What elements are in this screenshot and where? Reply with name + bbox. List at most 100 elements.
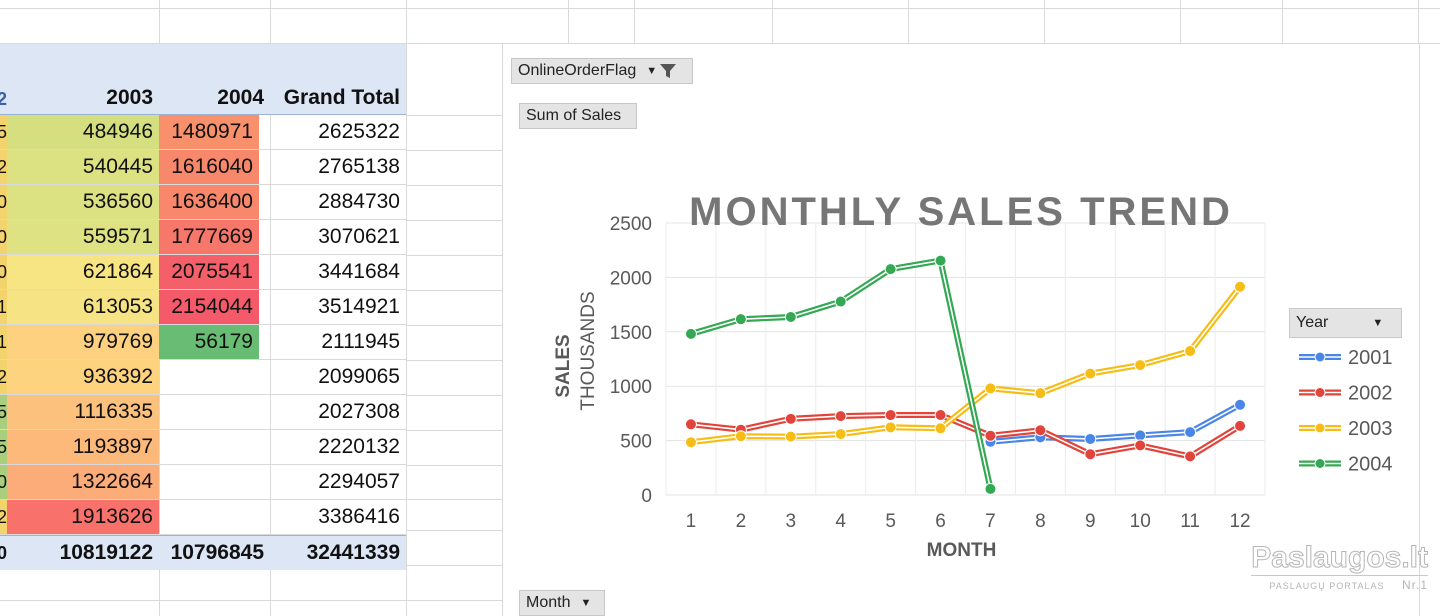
data-point[interactable] bbox=[784, 311, 797, 324]
data-point[interactable] bbox=[684, 418, 697, 431]
legend-field-button[interactable]: Year ▼ bbox=[1289, 308, 1402, 338]
data-point[interactable] bbox=[934, 422, 947, 435]
pivot-cut-cell[interactable]: 0 bbox=[0, 255, 7, 289]
pivot-cell-2003[interactable]: 536560 bbox=[7, 185, 159, 219]
pivot-cell-2003[interactable]: 484946 bbox=[7, 115, 159, 149]
pivot-cell-grand-total[interactable]: 2099065 bbox=[318, 365, 400, 388]
pivot-cell-2003[interactable]: 979769 bbox=[7, 325, 159, 359]
data-point[interactable] bbox=[1234, 280, 1247, 293]
data-point[interactable] bbox=[784, 412, 797, 425]
series-2003[interactable] bbox=[684, 280, 1247, 449]
pivot-cut-cell[interactable]: 5 bbox=[0, 430, 7, 464]
data-point[interactable] bbox=[784, 430, 797, 443]
data-point[interactable] bbox=[1184, 345, 1197, 358]
value-field-button[interactable]: Sum of Sales bbox=[519, 103, 637, 129]
series-2002[interactable] bbox=[684, 409, 1247, 463]
pivot-cut-cell[interactable]: 0 bbox=[0, 185, 7, 219]
legend-entry-2003[interactable]: 2003 bbox=[1299, 418, 1393, 440]
grand-total-cut-cell[interactable]: 0 bbox=[0, 542, 7, 563]
data-point[interactable] bbox=[1034, 424, 1047, 437]
pivot-cut-cell[interactable]: 1 bbox=[0, 290, 7, 324]
pivot-cell-grand-total[interactable]: 2111945 bbox=[321, 330, 400, 353]
pivot-cell-2004[interactable]: 1480971 bbox=[159, 115, 259, 149]
data-point[interactable] bbox=[834, 428, 847, 441]
pivot-cell-2004[interactable] bbox=[159, 360, 270, 394]
filter-field-button[interactable]: OnlineOrderFlag ▼ bbox=[511, 58, 693, 84]
data-point[interactable] bbox=[1084, 432, 1097, 445]
pivot-cut-cell[interactable]: 2 bbox=[0, 150, 7, 184]
pivot-cell-2004[interactable] bbox=[159, 465, 270, 499]
data-point[interactable] bbox=[984, 429, 997, 442]
legend-entry-2001[interactable]: 2001 bbox=[1299, 347, 1393, 369]
data-point[interactable] bbox=[884, 409, 897, 422]
grand-total-value[interactable]: 32441339 bbox=[306, 541, 400, 564]
data-point[interactable] bbox=[1184, 426, 1197, 439]
pivot-header-grand-total[interactable]: Grand Total bbox=[283, 86, 400, 109]
data-point[interactable] bbox=[934, 409, 947, 422]
axis-field-button[interactable]: Month ▼ bbox=[519, 590, 605, 616]
data-point[interactable] bbox=[734, 430, 747, 443]
pivot-cell-2004[interactable] bbox=[159, 395, 270, 429]
data-point[interactable] bbox=[1134, 359, 1147, 372]
pivot-cell-grand-total[interactable]: 2294057 bbox=[318, 470, 400, 493]
pivot-cell-2004[interactable]: 1777669 bbox=[159, 220, 259, 254]
pivot-cell-2004[interactable]: 1616040 bbox=[159, 150, 259, 184]
data-point[interactable] bbox=[1234, 398, 1247, 411]
pivot-cell-2003[interactable]: 621864 bbox=[7, 255, 159, 289]
pivot-cell-grand-total[interactable]: 2027308 bbox=[318, 400, 400, 423]
data-point[interactable] bbox=[1134, 429, 1147, 442]
grand-total-2003[interactable]: 10819122 bbox=[59, 541, 153, 564]
legend-entry-2004[interactable]: 2004 bbox=[1299, 454, 1393, 476]
pivot-cell-grand-total[interactable]: 2765138 bbox=[318, 155, 400, 178]
pivot-header-cut-cell[interactable]: 2 bbox=[0, 89, 7, 109]
data-point[interactable] bbox=[884, 421, 897, 434]
data-point[interactable] bbox=[834, 295, 847, 308]
pivot-cut-cell[interactable]: 2 bbox=[0, 500, 7, 534]
pivot-cell-grand-total[interactable]: 3070621 bbox=[318, 225, 400, 248]
pivot-cut-cell[interactable]: 1 bbox=[0, 325, 7, 359]
pivot-chart[interactable]: 0 500 1000 1500 2000 2500 1 2 3 4 5 6 7 8 9 10 11 12 MONTH… bbox=[502, 44, 1420, 616]
pivot-cell-2003[interactable]: 1116335 bbox=[7, 395, 159, 429]
data-point[interactable] bbox=[1084, 448, 1097, 461]
pivot-cell-grand-total[interactable]: 3441684 bbox=[318, 260, 400, 283]
pivot-cell-2003[interactable]: 559571 bbox=[7, 220, 159, 254]
data-point[interactable] bbox=[834, 410, 847, 423]
data-point[interactable] bbox=[1234, 419, 1247, 432]
pivot-cell-2003[interactable]: 540445 bbox=[7, 150, 159, 184]
legend-entry-2002[interactable]: 2002 bbox=[1299, 383, 1393, 405]
pivot-cut-cell[interactable]: 0 bbox=[0, 465, 7, 499]
data-point[interactable] bbox=[934, 254, 947, 267]
series-2004[interactable] bbox=[684, 254, 997, 495]
pivot-cell-2003[interactable]: 613053 bbox=[7, 290, 159, 324]
pivot-cell-2004[interactable]: 56179 bbox=[159, 325, 259, 359]
pivot-cell-grand-total[interactable]: 2220132 bbox=[318, 435, 400, 458]
pivot-header-2003[interactable]: 2003 bbox=[106, 86, 153, 109]
data-point[interactable] bbox=[684, 327, 697, 340]
pivot-cell-2004[interactable]: 1636400 bbox=[159, 185, 259, 219]
pivot-cell-grand-total[interactable]: 3386416 bbox=[318, 505, 400, 528]
pivot-cell-2003[interactable]: 1322664 bbox=[7, 465, 159, 499]
pivot-cut-cell[interactable]: 2 bbox=[0, 360, 7, 394]
pivot-cell-2003[interactable]: 1913626 bbox=[7, 500, 159, 534]
pivot-cell-2004[interactable] bbox=[159, 500, 270, 534]
data-point[interactable] bbox=[984, 382, 997, 395]
data-point[interactable] bbox=[884, 263, 897, 276]
data-point[interactable] bbox=[734, 313, 747, 326]
data-point[interactable] bbox=[984, 482, 997, 495]
data-point[interactable] bbox=[1134, 439, 1147, 452]
pivot-cut-cell[interactable]: 5 bbox=[0, 395, 7, 429]
pivot-cell-2004[interactable]: 2075541 bbox=[159, 255, 259, 289]
pivot-cell-2003[interactable]: 936392 bbox=[7, 360, 159, 394]
pivot-cell-grand-total[interactable]: 2884730 bbox=[318, 190, 400, 213]
data-point[interactable] bbox=[1034, 387, 1047, 400]
pivot-cut-cell[interactable]: 0 bbox=[0, 220, 7, 254]
pivot-cell-grand-total[interactable]: 2625322 bbox=[318, 120, 400, 143]
grand-total-2004[interactable]: 10796845 bbox=[170, 541, 264, 564]
pivot-header-2004[interactable]: 2004 bbox=[217, 86, 264, 109]
data-point[interactable] bbox=[1184, 450, 1197, 463]
pivot-cut-cell[interactable]: 5 bbox=[0, 115, 7, 149]
data-point[interactable] bbox=[684, 436, 697, 449]
data-point[interactable] bbox=[1084, 367, 1097, 380]
pivot-cell-2004[interactable] bbox=[159, 430, 270, 464]
pivot-cell-2003[interactable]: 1193897 bbox=[7, 430, 159, 464]
